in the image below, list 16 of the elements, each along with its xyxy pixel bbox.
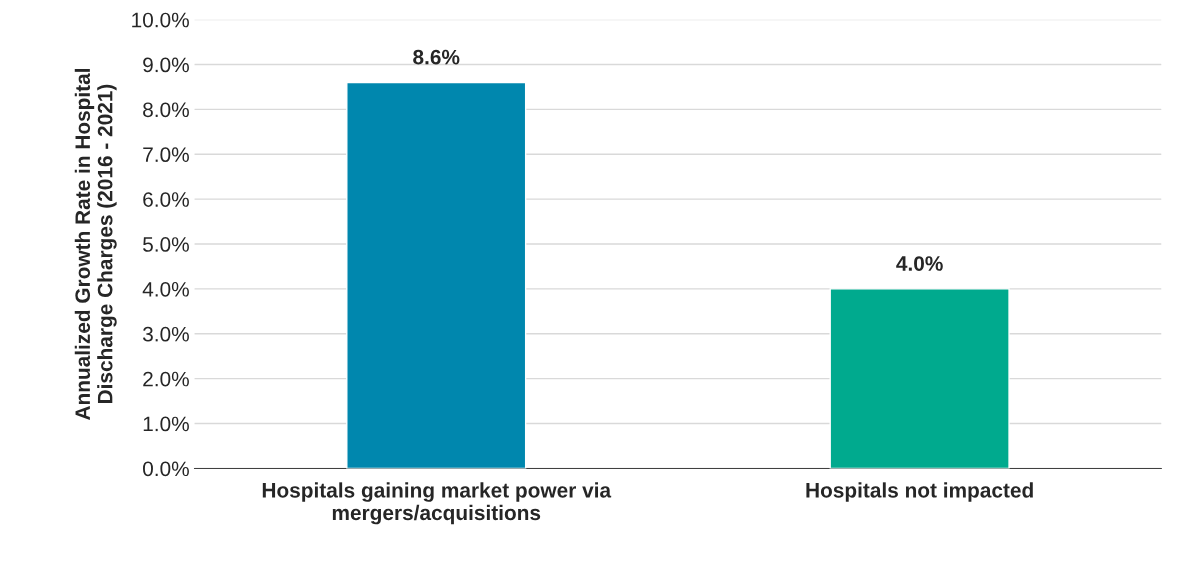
data-label: 4.0% <box>896 256 943 271</box>
y-tick-label: 7.0% <box>143 147 189 163</box>
y-tick-label: 0.0% <box>143 461 189 477</box>
y-tick-label: 1.0% <box>143 416 189 432</box>
y-tick-label: 8.0% <box>143 102 189 118</box>
y-tick-label: 6.0% <box>143 192 189 207</box>
y-tick-label: 10.0% <box>132 12 189 28</box>
y-axis-title: Annualized Growth Rate in Hospital Discharge Charges (2016 - 2021) <box>74 68 117 421</box>
y-tick-label: 9.0% <box>143 57 189 73</box>
data-label: 8.6% <box>413 49 460 65</box>
y-tick-label: 4.0% <box>142 281 189 297</box>
y-tick-label: 5.0% <box>143 237 189 252</box>
x-tick-label: Hospitals not impacted <box>806 482 1033 502</box>
y-tick-label: 2.0% <box>143 371 189 387</box>
x-tick-label: Hospitals gaining market power via mergers/acquisitions <box>262 482 612 525</box>
y-tick-label: 3.0% <box>142 326 189 342</box>
